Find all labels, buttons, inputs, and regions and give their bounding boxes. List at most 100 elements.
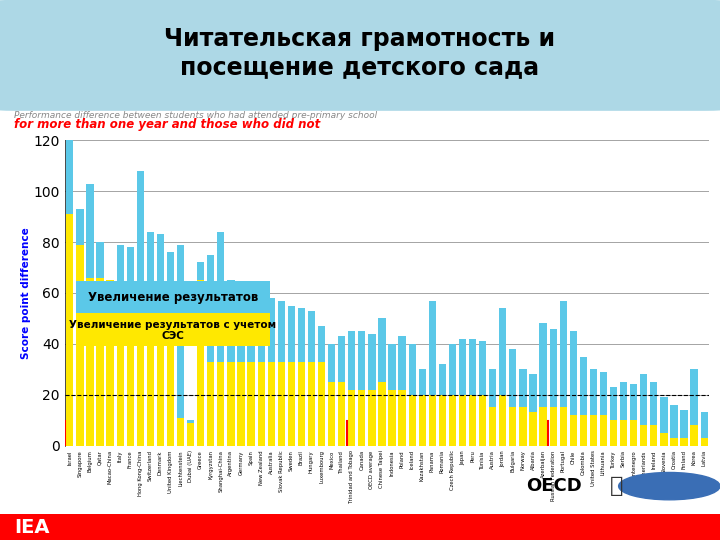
Bar xyxy=(338,336,346,382)
Bar xyxy=(549,328,557,407)
Bar xyxy=(499,395,506,446)
Bar xyxy=(559,407,567,446)
Bar xyxy=(650,382,657,425)
Bar xyxy=(428,301,436,395)
Bar xyxy=(157,303,164,446)
Bar xyxy=(348,331,356,389)
Bar xyxy=(418,369,426,395)
Bar xyxy=(630,420,637,445)
Y-axis label: Score point difference: Score point difference xyxy=(21,227,31,359)
Bar xyxy=(449,395,456,446)
Bar xyxy=(288,306,295,362)
Bar xyxy=(258,295,265,362)
Bar xyxy=(368,389,376,445)
Bar xyxy=(66,140,73,214)
Bar xyxy=(328,344,336,382)
Bar xyxy=(499,308,506,395)
Bar xyxy=(117,245,124,285)
Bar xyxy=(509,407,516,446)
Bar xyxy=(76,281,270,313)
Bar xyxy=(96,278,104,446)
Bar xyxy=(590,369,597,415)
Bar xyxy=(207,255,215,362)
Bar xyxy=(228,280,235,362)
Bar xyxy=(469,395,476,446)
Bar xyxy=(197,280,204,446)
Bar xyxy=(590,415,597,446)
Bar xyxy=(680,410,688,438)
Bar xyxy=(509,349,516,407)
Bar xyxy=(398,389,406,445)
FancyBboxPatch shape xyxy=(0,0,720,113)
Bar xyxy=(217,232,225,362)
Bar xyxy=(288,362,295,446)
Circle shape xyxy=(618,472,720,500)
Bar xyxy=(278,301,285,362)
Bar xyxy=(449,344,456,395)
Bar xyxy=(630,384,637,420)
Bar xyxy=(127,247,134,293)
Bar xyxy=(660,397,667,433)
Bar xyxy=(308,310,315,362)
Bar xyxy=(167,252,174,319)
Bar xyxy=(378,382,386,446)
Bar xyxy=(187,423,194,445)
Bar xyxy=(117,285,124,446)
Bar xyxy=(690,369,698,425)
Bar xyxy=(489,369,496,407)
Bar xyxy=(248,362,255,446)
Bar xyxy=(570,331,577,415)
Bar xyxy=(359,331,366,389)
Bar xyxy=(519,369,526,407)
Bar xyxy=(137,301,144,446)
Bar xyxy=(248,295,255,362)
Bar xyxy=(459,395,466,446)
Bar xyxy=(640,425,647,446)
Bar xyxy=(147,301,154,446)
Bar xyxy=(96,242,104,278)
Bar xyxy=(228,362,235,446)
Bar xyxy=(570,415,577,446)
Bar xyxy=(610,387,617,420)
Bar xyxy=(348,389,356,445)
Bar xyxy=(620,420,627,445)
Bar xyxy=(680,438,688,446)
Bar xyxy=(86,184,94,278)
Bar xyxy=(489,407,496,446)
Bar xyxy=(76,209,84,245)
Bar xyxy=(368,334,376,389)
Text: Читательская грамотность и
посещение детского сада: Читательская грамотность и посещение дет… xyxy=(164,27,556,79)
Bar xyxy=(338,382,346,446)
Bar xyxy=(76,313,270,346)
Bar xyxy=(640,374,647,425)
Bar xyxy=(66,214,73,446)
Bar xyxy=(408,395,415,446)
Bar xyxy=(187,420,194,423)
Bar xyxy=(378,319,386,382)
Bar xyxy=(238,362,245,446)
Bar xyxy=(278,362,285,446)
Bar xyxy=(388,389,396,445)
Bar xyxy=(298,362,305,446)
Bar xyxy=(600,415,607,446)
Text: Увеличение результатов: Увеличение результатов xyxy=(88,291,258,304)
Bar xyxy=(690,425,698,446)
Bar xyxy=(268,362,275,446)
Bar xyxy=(76,245,84,446)
Bar xyxy=(479,395,486,446)
Bar xyxy=(519,407,526,446)
Bar xyxy=(207,362,215,446)
Bar xyxy=(701,438,708,446)
Bar xyxy=(580,415,587,446)
Bar xyxy=(127,293,134,446)
Bar xyxy=(549,407,557,446)
Bar xyxy=(408,344,415,395)
Bar xyxy=(268,298,275,362)
Bar xyxy=(428,395,436,446)
Bar xyxy=(388,344,396,389)
Bar xyxy=(217,362,225,446)
Bar xyxy=(701,413,708,438)
Bar xyxy=(167,319,174,445)
Bar xyxy=(137,171,144,301)
Bar xyxy=(318,362,325,446)
